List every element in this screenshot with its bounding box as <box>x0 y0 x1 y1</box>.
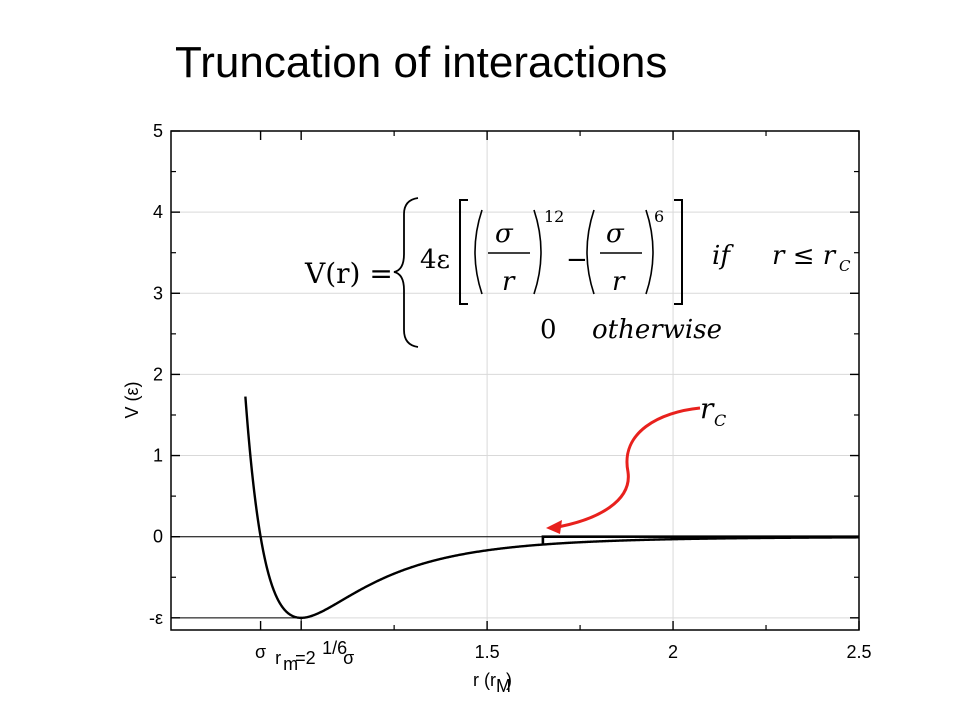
equation-sigma-2: σ <box>606 219 625 249</box>
reference-lines <box>171 536 859 630</box>
svg-text:M: M <box>496 676 511 696</box>
y-tick-label: 3 <box>153 283 163 303</box>
slide-title: Truncation of interactions <box>175 38 668 87</box>
y-tick-label: 2 <box>153 364 163 384</box>
equation-otherwise: otherwise <box>592 315 722 345</box>
svg-text:): ) <box>506 670 512 690</box>
lj-equation: V(r) = 4ε σ r 12 − σ r 6 if r ≤ r C 0 ot… <box>304 197 851 348</box>
cutoff-label: r <box>700 392 715 425</box>
plot-frame <box>170 130 860 631</box>
equation-power-6: 6 <box>654 207 664 226</box>
x-tick-label: σ <box>255 642 266 662</box>
equation-coefficient: 4ε <box>420 245 450 275</box>
svg-text:m: m <box>283 654 298 674</box>
cutoff-label-sub: C <box>714 411 726 430</box>
axis-ticks <box>171 130 860 630</box>
x-tick-label: 2.5 <box>846 642 871 662</box>
equation-if: if <box>712 241 734 271</box>
equation-bracket-left <box>459 199 468 305</box>
equation-condition: r ≤ r <box>772 241 837 271</box>
series-line-lj <box>244 396 860 620</box>
equation-condition-sub: C <box>839 257 851 275</box>
cutoff-arrow <box>551 406 701 530</box>
cutoff-annotation: r C <box>546 392 726 534</box>
equation-zero: 0 <box>540 315 557 345</box>
curves <box>244 396 860 620</box>
y-axis-label: V (ε) <box>122 381 142 418</box>
x-tick-label: 1.5 <box>475 642 500 662</box>
cutoff-arrowhead <box>546 520 562 534</box>
svg-text:r: r <box>275 648 281 668</box>
x-tick-label: 2 <box>668 642 678 662</box>
equation-lhs: V(r) = <box>304 257 393 290</box>
x-axis-label: r (r M ) <box>473 670 512 696</box>
series-line-truncated <box>541 535 859 545</box>
equation-bracket-right <box>674 199 683 305</box>
x-tick-label: r m=2 1/6σ <box>275 638 354 674</box>
equation-r-1: r <box>502 267 516 297</box>
svg-text:r (r: r (r <box>473 670 496 690</box>
equation-brace <box>393 197 419 348</box>
svg-text:=2: =2 <box>295 648 316 668</box>
svg-text:1/6: 1/6 <box>322 638 347 658</box>
equation-minus: − <box>566 245 588 275</box>
grid-lines <box>171 130 860 630</box>
svg-text:σ: σ <box>343 648 354 668</box>
equation-sigma-1: σ <box>495 219 514 249</box>
equation-power-12: 12 <box>544 207 564 226</box>
y-tick-label: 0 <box>153 527 163 547</box>
y-tick-label: -ε <box>149 608 163 628</box>
y-tick-label: 5 <box>153 121 163 141</box>
equation-r-2: r <box>612 267 626 297</box>
y-tick-label: 1 <box>153 446 163 466</box>
y-tick-label: 4 <box>153 202 163 222</box>
svg-text:V (ε): V (ε) <box>122 381 142 418</box>
